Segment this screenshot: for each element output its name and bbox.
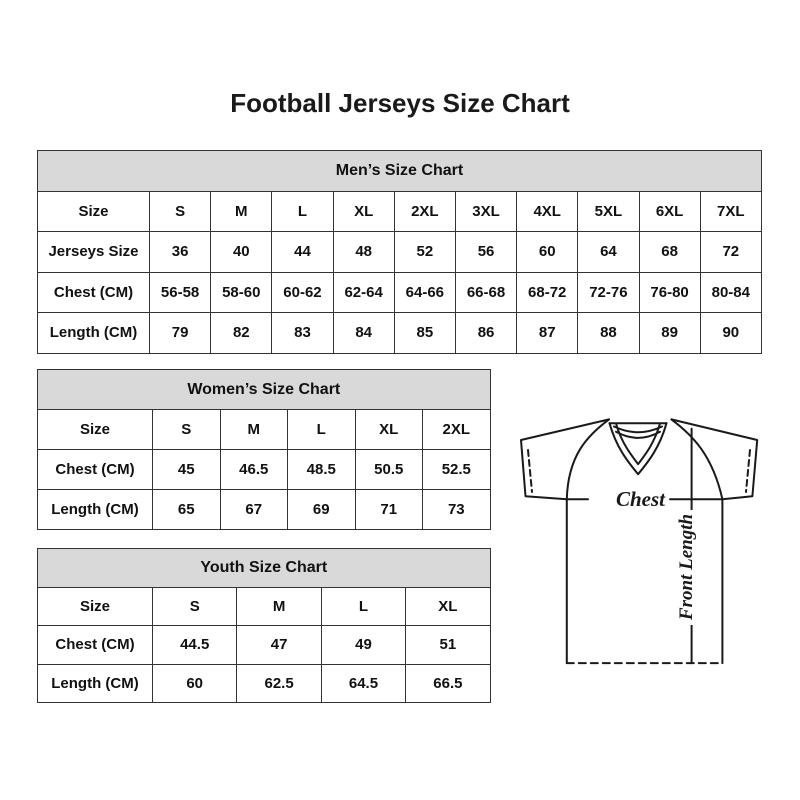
svg-text:Chest: Chest bbox=[616, 487, 666, 511]
svg-text:Front Length: Front Length bbox=[676, 514, 697, 621]
